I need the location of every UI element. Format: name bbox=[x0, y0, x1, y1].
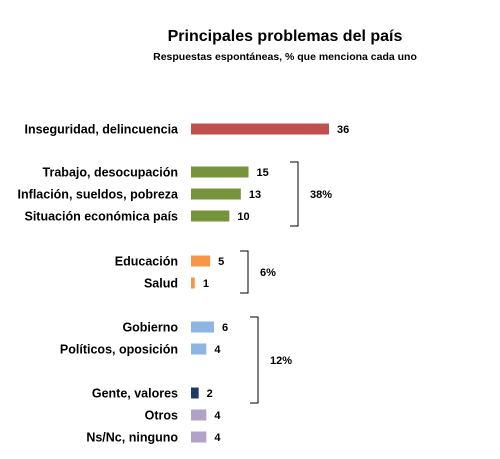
bar bbox=[191, 123, 329, 135]
value-label: 4 bbox=[214, 344, 221, 356]
bar bbox=[191, 277, 195, 289]
group-bracket bbox=[240, 250, 249, 294]
value-label: 2 bbox=[207, 388, 213, 400]
category-label: Gente, valores bbox=[92, 387, 178, 401]
value-label: 10 bbox=[237, 211, 249, 223]
group-label: 38% bbox=[310, 189, 332, 201]
bar bbox=[191, 409, 207, 421]
category-label: Políticos, oposición bbox=[60, 343, 178, 357]
value-label: 5 bbox=[218, 256, 224, 268]
category-label: Inflación, sueldos, pobreza bbox=[18, 188, 179, 202]
category-label: Otros bbox=[145, 409, 178, 423]
chart-subtitle: Respuestas espontáneas, % que menciona c… bbox=[153, 51, 417, 63]
value-label: 4 bbox=[214, 410, 221, 422]
value-label: 15 bbox=[257, 167, 269, 179]
group-bracket bbox=[290, 161, 299, 227]
group-label: 12% bbox=[270, 355, 292, 367]
value-label: 13 bbox=[249, 189, 261, 201]
category-label: Gobierno bbox=[122, 321, 178, 335]
group-label: 6% bbox=[260, 267, 276, 279]
value-label: 4 bbox=[214, 432, 221, 444]
category-label: Educación bbox=[115, 255, 178, 269]
category-label: Trabajo, desocupación bbox=[43, 166, 178, 180]
category-label: Situación económica país bbox=[24, 210, 178, 224]
bar bbox=[191, 166, 249, 178]
chart-title: Principales problemas del país bbox=[168, 28, 403, 45]
value-label: 1 bbox=[203, 278, 209, 290]
bar bbox=[191, 255, 211, 267]
bar bbox=[191, 431, 207, 443]
bar bbox=[191, 321, 214, 333]
category-label: Ns/Nc, ninguno bbox=[86, 431, 178, 445]
category-label: Salud bbox=[144, 277, 178, 291]
value-label: 36 bbox=[337, 124, 349, 136]
bar bbox=[191, 387, 199, 399]
group-bracket bbox=[250, 316, 259, 404]
plot-area: Inseguridad, delincuencia 36 Trabajo, deso… bbox=[18, 123, 350, 445]
value-label: 6 bbox=[222, 322, 228, 334]
category-label: Inseguridad, delincuencia bbox=[24, 123, 179, 137]
bar bbox=[191, 210, 230, 222]
bar bbox=[191, 188, 241, 200]
bar bbox=[191, 343, 207, 355]
